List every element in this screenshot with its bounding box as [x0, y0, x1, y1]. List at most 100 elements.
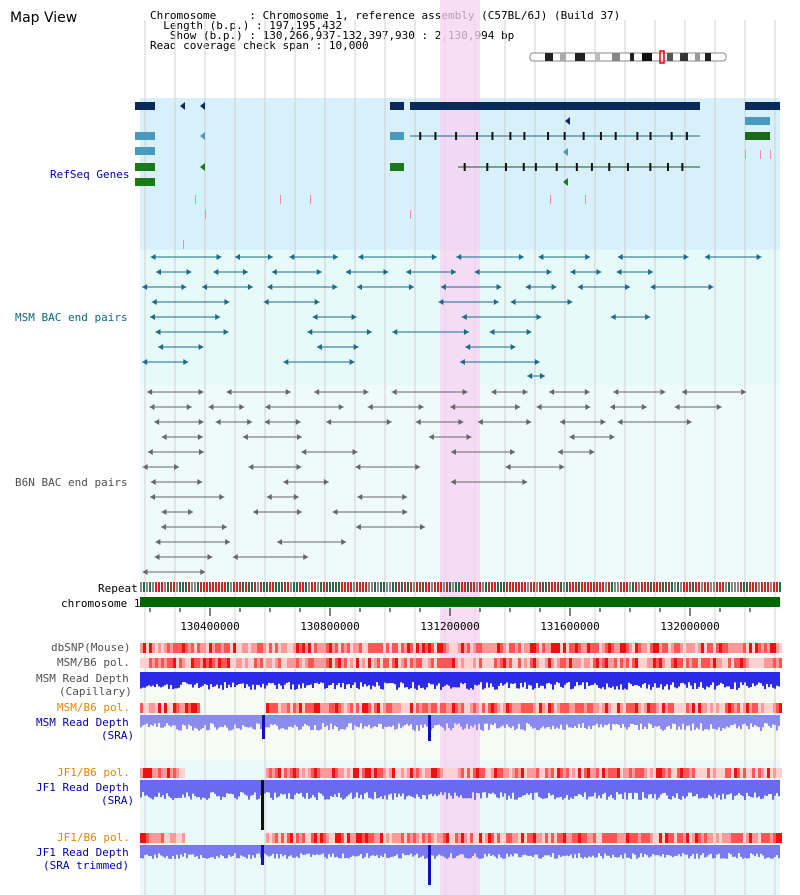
jf1-pol-mark	[446, 768, 449, 778]
dbsnp-mark	[464, 643, 467, 653]
msm-depth-sra-bar	[492, 715, 494, 726]
msm-depth-cap-bar	[648, 672, 650, 685]
jf1-depth-bar	[448, 780, 450, 793]
jf1-pol-mark	[629, 768, 632, 778]
jf1-pol-mark	[572, 768, 575, 778]
dbsnp-mark	[482, 643, 485, 653]
msm-bac-pair-end	[540, 373, 545, 379]
msm-pol2-mark	[335, 703, 338, 713]
msm-depth-cap-bar	[372, 672, 374, 686]
jf1-pol2-mark	[584, 833, 587, 843]
msm-depth-sra-bar	[240, 715, 242, 730]
dbsnp-mark	[608, 643, 611, 653]
msm-bac-pair-end	[181, 284, 187, 290]
jf1-pol2-mark	[758, 833, 761, 843]
msm-depth-cap-bar	[456, 672, 458, 688]
jf1-depth-bar	[452, 780, 454, 799]
msm-bac-pair-end	[142, 284, 148, 290]
msm-depth-cap-bar	[398, 672, 400, 688]
jf1-pol2-mark	[674, 833, 677, 843]
msm-pol2-mark	[458, 703, 461, 713]
msm-pol-mark	[518, 658, 521, 668]
dbsnp-mark	[275, 643, 278, 653]
jf1-depth-bar	[676, 780, 678, 794]
b6n-bac-pair-end	[326, 419, 332, 425]
msm-depth-sra-bar	[504, 715, 506, 728]
jf1-depth-bar	[708, 780, 710, 795]
msm-depth-cap-bar	[202, 672, 204, 686]
jf1-pol2-mark	[275, 833, 278, 843]
msm-pol-mark	[155, 658, 158, 668]
msm-bac-pair-end	[383, 269, 389, 275]
dbsnp-mark	[569, 643, 572, 653]
msm-depth-sra-bar	[196, 715, 198, 729]
jf1-pol-mark	[581, 768, 584, 778]
dbsnp-mark	[161, 643, 164, 653]
msm-depth-sra-bar	[474, 715, 476, 725]
msm-depth-sra-bar	[712, 715, 714, 729]
jf1-pol-mark	[668, 768, 671, 778]
msm-depth-sra-bar	[166, 715, 168, 724]
jf1-trim-bar	[382, 845, 384, 857]
msm-pol2-mark	[581, 703, 584, 713]
jf1-trim-bar	[566, 845, 568, 856]
msm-pol-mark	[647, 658, 650, 668]
dbsnp-mark	[473, 643, 476, 653]
b6n-bac-pair-end	[142, 569, 148, 575]
msm-depth-cap-bar	[324, 672, 326, 689]
b6n-bac-pair-end	[491, 389, 497, 395]
repeat-mark	[146, 582, 148, 592]
jf1-pol2-mark	[452, 833, 455, 843]
msm-pol2-mark	[191, 703, 194, 713]
jf1-pol2-mark	[350, 833, 353, 843]
msm-pol2-mark	[326, 703, 329, 713]
jf1-trim-bar	[140, 845, 142, 859]
jf1-trim-bar	[704, 845, 706, 858]
repeat-mark	[746, 582, 748, 592]
jf1-pol2-mark	[671, 833, 674, 843]
dbsnp-mark	[440, 643, 443, 653]
b6n-bac-pair-end	[232, 554, 238, 560]
jf1-trim-bar	[388, 845, 390, 859]
msm-pol2-mark	[269, 703, 272, 713]
msm-depth-sra-bar	[224, 715, 226, 726]
msm-depth-cap-bar	[186, 672, 188, 684]
repeat-mark	[497, 582, 499, 592]
msm-depth-cap-bar	[174, 672, 176, 689]
msm-pol2-mark	[380, 703, 383, 713]
b6n-bac-pair-end	[188, 509, 194, 515]
jf1-pol-mark	[374, 768, 377, 778]
jf1-pol2-mark	[692, 833, 695, 843]
jf1-depth-bar	[444, 780, 446, 793]
msm-depth-cap-bar	[272, 672, 274, 684]
msm-pol-mark	[608, 658, 611, 668]
jf1-trim-bar	[776, 845, 778, 856]
jf1-pol2-mark	[461, 833, 464, 843]
jf1-depth-bar	[362, 780, 364, 800]
msm-depth-sra-bar	[472, 715, 474, 728]
msm-depth-cap-bar	[480, 672, 482, 683]
repeat-mark	[356, 582, 358, 592]
jf1-pol-mark	[560, 768, 563, 778]
dbsnp-mark	[398, 643, 401, 653]
repeat-mark	[257, 582, 259, 592]
dbsnp-mark	[623, 643, 626, 653]
repeat-mark	[380, 582, 382, 592]
jf1-pol2-mark	[683, 833, 686, 843]
label-msm-bac: MSM BAC end pairs	[15, 311, 128, 324]
dbsnp-mark	[530, 643, 533, 653]
dbsnp-mark	[572, 643, 575, 653]
jf1-pol-mark	[371, 768, 374, 778]
b6n-bac-pair-end	[458, 419, 464, 425]
jf1-trim-bar	[284, 845, 286, 855]
msm-depth-cap-bar	[634, 672, 636, 686]
msm-depth-cap-bar	[718, 672, 720, 685]
msm-depth-cap-bar	[196, 672, 198, 684]
jf1-pol2-mark	[359, 833, 362, 843]
dbsnp-mark	[461, 643, 464, 653]
msm-depth-sra-bar	[770, 715, 772, 728]
msm-depth-sra-bar	[150, 715, 152, 725]
msm-pol2-mark	[377, 703, 380, 713]
